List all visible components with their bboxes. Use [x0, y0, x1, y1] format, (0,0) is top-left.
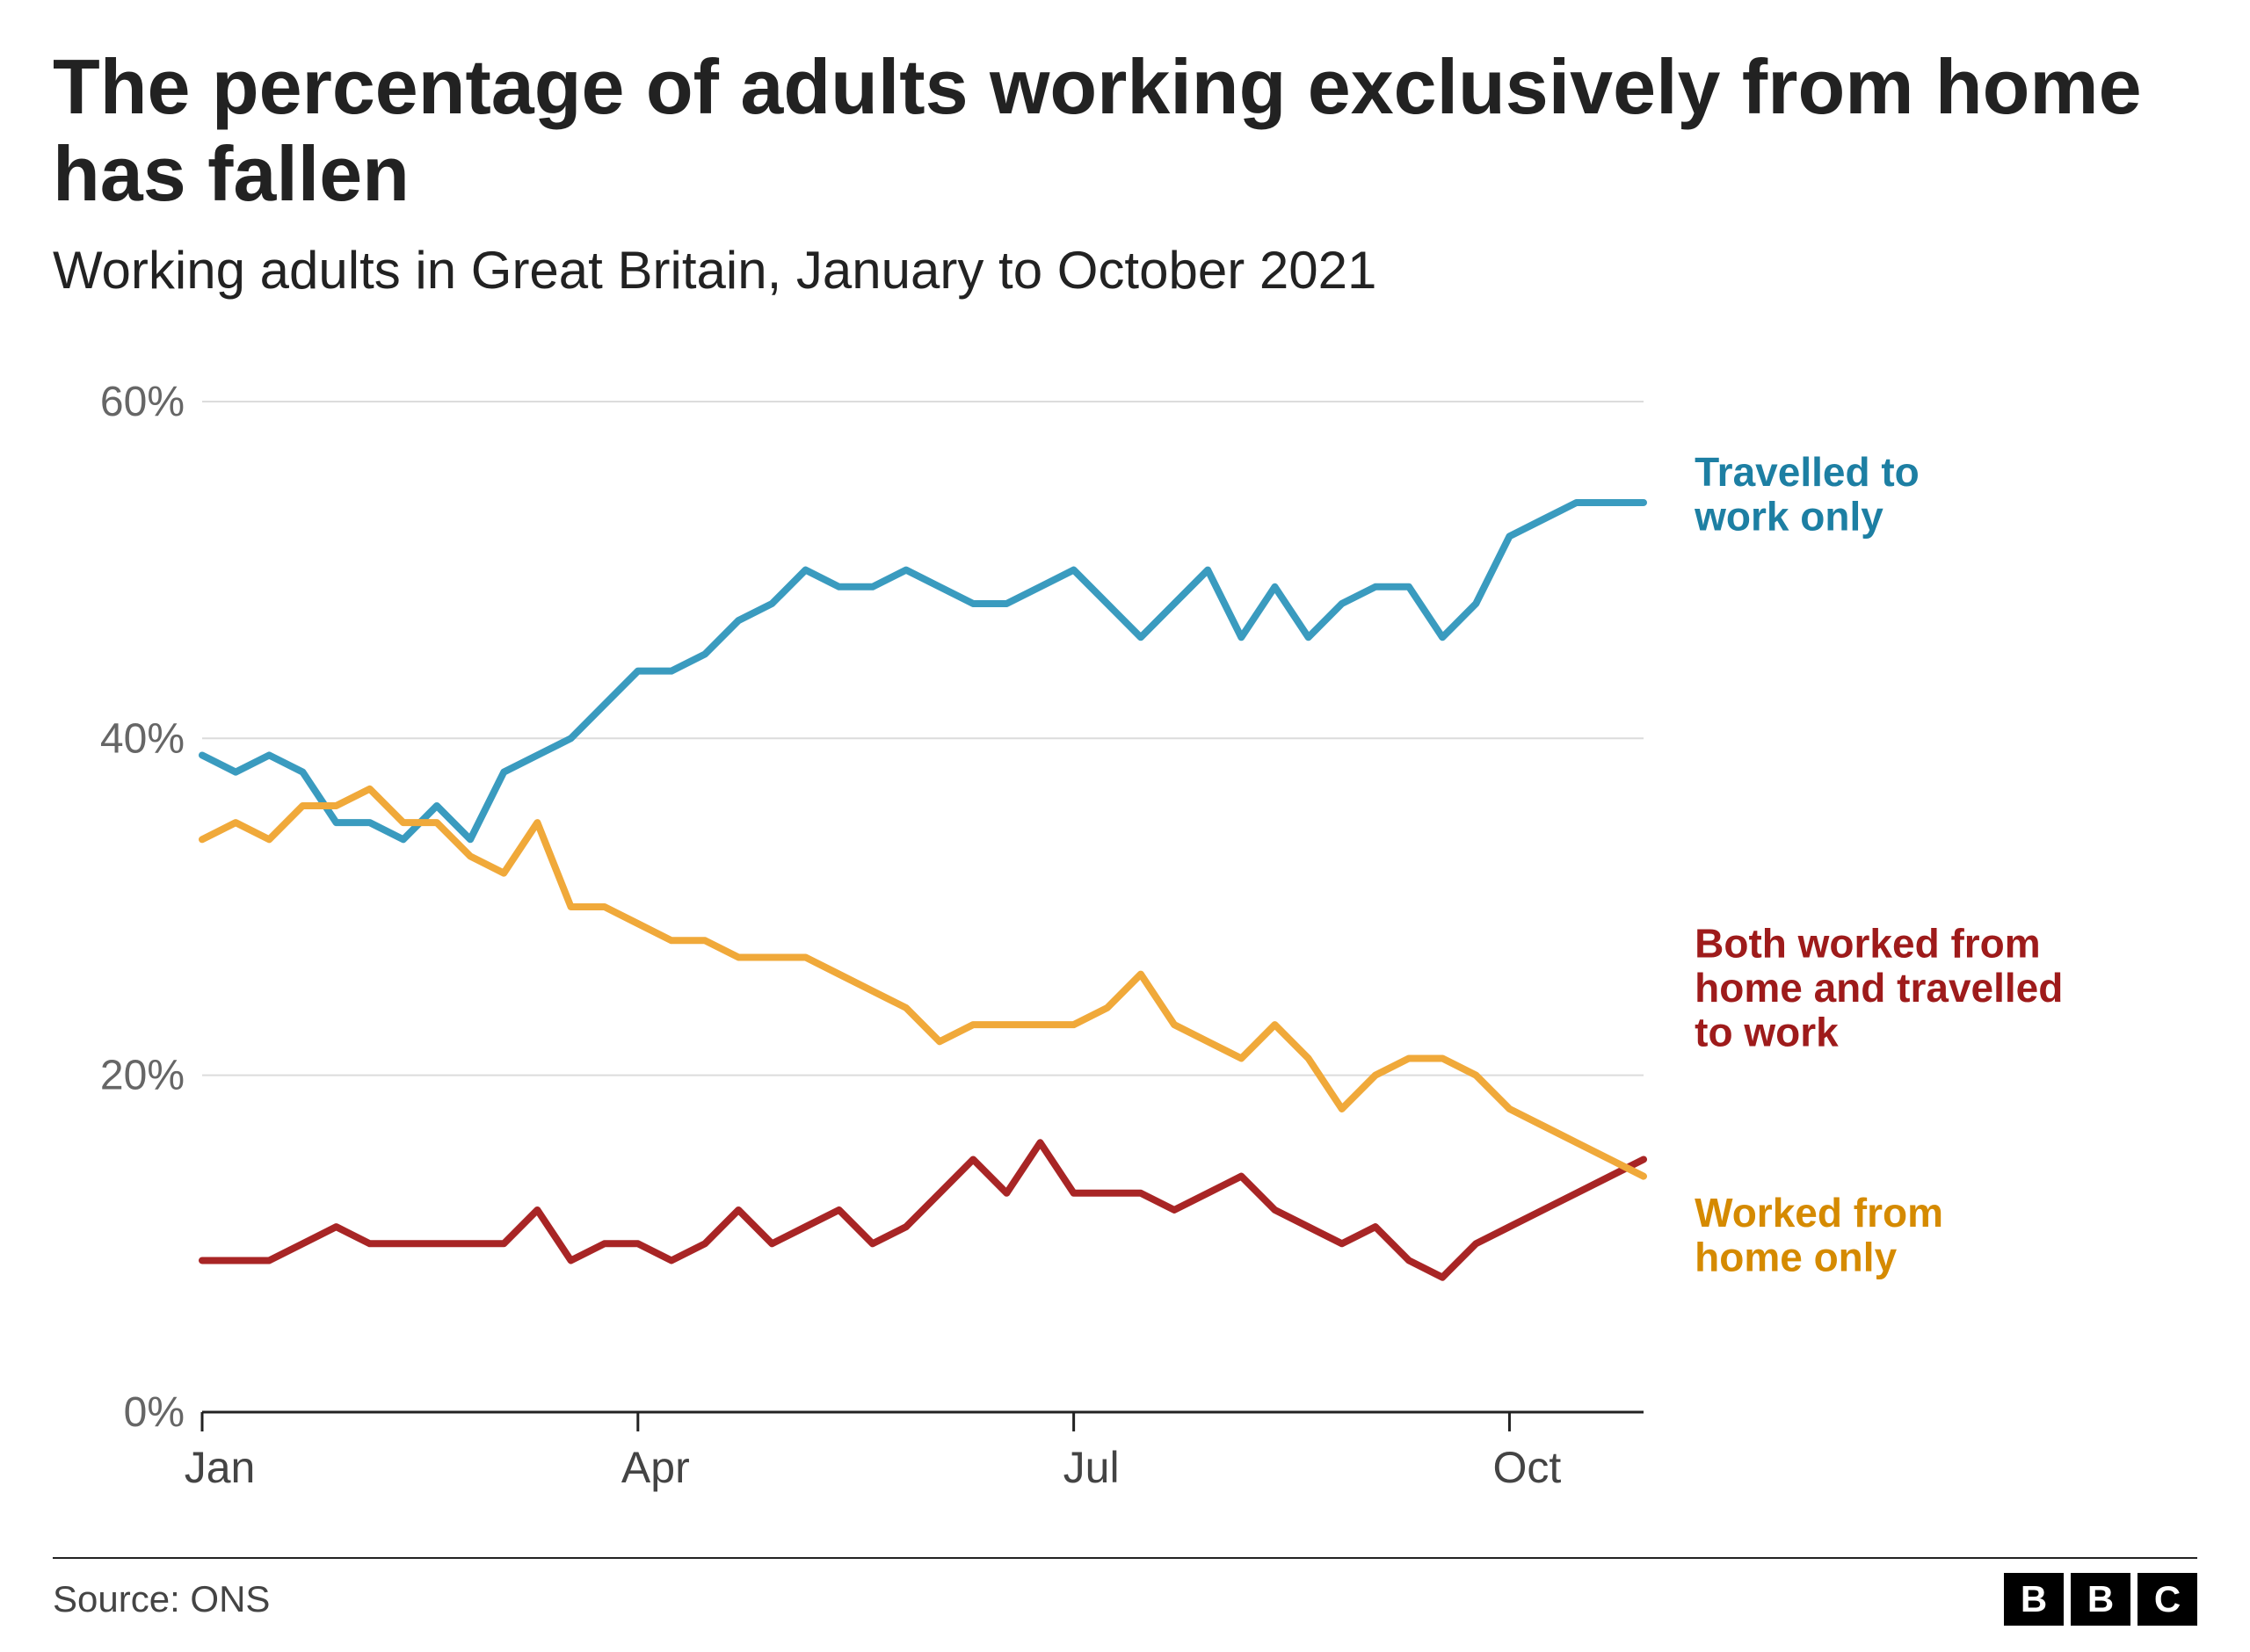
logo-letter: B	[2071, 1573, 2130, 1626]
footer: Source: ONS B B C	[53, 1557, 2197, 1626]
source-text: Source: ONS	[53, 1578, 270, 1620]
svg-text:Apr: Apr	[621, 1443, 690, 1492]
line-chart: 0% 20% 40% 60% Jan Apr Jul Oct Travelled towork …	[53, 353, 2197, 1540]
svg-text:60%: 60%	[100, 379, 185, 425]
logo-letter: B	[2004, 1573, 2064, 1626]
chart-area: 0% 20% 40% 60% Jan Apr Jul Oct Travelled towork …	[53, 353, 2197, 1540]
svg-text:40%: 40%	[100, 715, 185, 762]
svg-text:home only: home only	[1695, 1235, 1897, 1280]
logo-letter: C	[2138, 1573, 2197, 1626]
svg-text:Jul: Jul	[1063, 1443, 1120, 1492]
svg-text:Jan: Jan	[185, 1443, 256, 1492]
svg-text:0%: 0%	[124, 1389, 185, 1436]
bbc-logo: B B C	[2004, 1573, 2197, 1626]
svg-text:Oct: Oct	[1493, 1443, 1562, 1492]
svg-text:work only: work only	[1694, 493, 1883, 539]
svg-text:to work: to work	[1695, 1010, 1839, 1055]
svg-text:20%: 20%	[100, 1053, 185, 1099]
chart-subtitle: Working adults in Great Britain, January…	[53, 240, 2197, 301]
svg-text:Travelled to: Travelled to	[1695, 449, 1920, 495]
svg-text:Both worked from: Both worked from	[1695, 921, 2041, 967]
chart-title: The percentage of adults working exclusi…	[53, 44, 2197, 217]
svg-text:home and travelled: home and travelled	[1695, 965, 2063, 1011]
svg-text:Worked from: Worked from	[1695, 1190, 1943, 1235]
